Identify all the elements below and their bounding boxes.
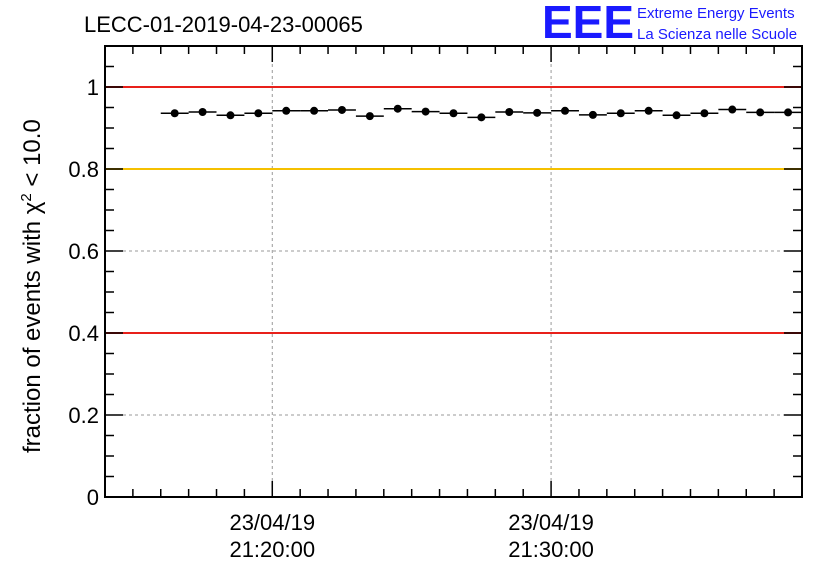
data-point [449, 109, 458, 118]
data-point [756, 108, 765, 117]
data-point [254, 109, 263, 118]
y-axis-label-main: fraction of events with χ [19, 201, 46, 453]
data-point [616, 109, 625, 118]
data-point [728, 105, 737, 114]
logo-line-2: La Scienza nelle Scuole [637, 26, 797, 43]
data-point [588, 110, 597, 119]
logo: EEE Extreme Energy Events La Scienza nel… [542, 0, 797, 48]
y-tick-label: 0.2 [68, 403, 99, 428]
chart-title: LECC-01-2019-04-23-00065 [84, 12, 363, 37]
data-point [337, 105, 346, 114]
y-tick-label: 0.4 [68, 321, 99, 346]
reference-lines [105, 86, 802, 334]
logo-mark: EEE [542, 0, 634, 48]
data-point [198, 108, 207, 117]
y-axis-label-superscript: 2 [18, 193, 35, 201]
y-tick-label: 0.8 [68, 157, 99, 182]
data-point [644, 106, 653, 115]
data-point [365, 112, 374, 121]
data-point [226, 111, 235, 120]
x-tick-date-label: 23/04/19 [508, 510, 594, 535]
data-point [561, 106, 570, 115]
data-point [393, 104, 402, 113]
data-point [421, 107, 430, 116]
data-point [700, 109, 709, 118]
data-point [477, 113, 486, 122]
data-point [784, 108, 793, 117]
y-tick-label: 1 [87, 75, 99, 100]
y-axis-label-tail: < 10.0 [19, 119, 46, 193]
y-tick-label: 0.6 [68, 239, 99, 264]
data-point [672, 111, 681, 120]
data-point [282, 106, 291, 115]
data-point [505, 108, 514, 117]
x-tick-date-label: 23/04/19 [229, 510, 315, 535]
data-point [170, 109, 179, 118]
x-tick-time-label: 21:30:00 [508, 537, 594, 562]
y-axis-label: fraction of events with χ2 < 10.0 [18, 119, 46, 453]
data-point [533, 108, 542, 117]
y-axis: 0 0.2 0.4 0.6 0.8 1 [68, 45, 802, 510]
data-point [310, 106, 319, 115]
x-tick-time-label: 21:20:00 [229, 537, 315, 562]
y-tick-label: 0 [87, 485, 99, 510]
data-points [160, 104, 802, 122]
logo-line-1: Extreme Energy Events [637, 5, 795, 22]
